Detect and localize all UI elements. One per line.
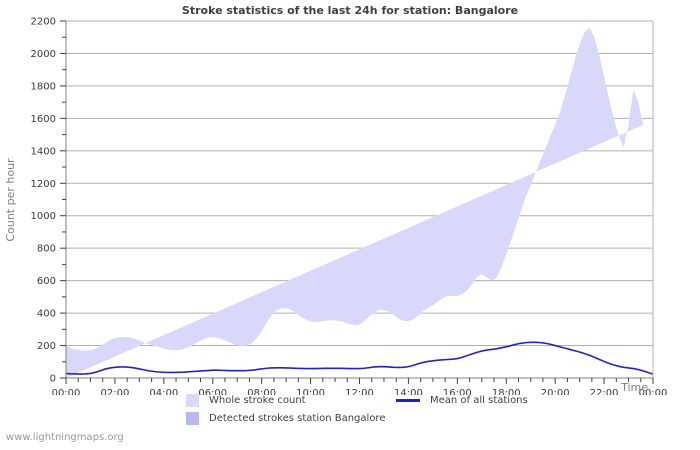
y-tick-label: 2000 — [31, 49, 56, 60]
y-tick-label: 200 — [37, 341, 56, 352]
legend-swatch-detected-strokes-station — [186, 411, 199, 425]
y-tick-label: 1200 — [31, 179, 56, 190]
series-line-0 — [65, 341, 654, 375]
x-tick-labels: 00:00 02:00 04:00 06:00 08:00 10:00 12:00 14:00… — [52, 388, 668, 395]
legend-label-mean-of-all-stations: Mean of all stations — [430, 394, 528, 406]
x-tick-label: 20:00 — [541, 388, 570, 395]
x-tick-label: 16:00 — [443, 388, 472, 395]
chart-plot-area: 0 200 400 600 800 1000 1200 1400 1600 1800 2000 220… — [4, 17, 668, 396]
x-tick-label: 18:00 — [492, 388, 521, 395]
series-area-0 — [66, 27, 644, 379]
chart-legend: Whole stroke count Detected strokes stat… — [0, 392, 700, 432]
legend-swatch-whole-stroke-count — [186, 393, 199, 407]
y-tick-label: 1400 — [31, 146, 56, 157]
series-lines — [65, 341, 654, 375]
legend-item-detected-strokes-station: Detected strokes station Bangalore — [186, 410, 385, 426]
y-tick-label: 2200 — [31, 17, 56, 28]
y-axis-label: Count per hour — [4, 158, 17, 242]
y-tick-label: 1800 — [31, 81, 56, 92]
x-tick-label: 00:00 — [639, 388, 668, 395]
y-tick-labels: 0 200 400 600 800 1000 1200 1400 1600 1800 2000 220… — [31, 17, 56, 385]
x-tick-label: 06:00 — [198, 388, 227, 395]
y-tick-label: 600 — [37, 276, 56, 287]
x-axis-label: Time — [620, 381, 648, 394]
y-tick-label: 800 — [37, 244, 56, 255]
legend-label-detected-strokes-station: Detected strokes station Bangalore — [209, 412, 386, 424]
chart-title: Stroke statistics of the last 24h for st… — [181, 4, 519, 17]
x-tick-label: 14:00 — [394, 388, 423, 395]
x-tick-label: 02:00 — [101, 388, 130, 395]
y-tick-label: 1000 — [31, 211, 56, 222]
legend-label-whole-stroke-count: Whole stroke count — [209, 394, 306, 406]
x-tick-label: 08:00 — [247, 388, 276, 395]
legend-item-whole-stroke-count: Whole stroke count — [186, 392, 306, 408]
watermark: www.lightningmaps.org — [6, 432, 124, 443]
x-tick-label: 12:00 — [345, 388, 374, 395]
y-tick-label: 1600 — [31, 114, 56, 125]
x-tick-label: 00:00 — [52, 388, 81, 395]
y-tick-label: 400 — [37, 309, 56, 320]
series-areas — [66, 27, 644, 379]
legend-item-mean-of-all-stations: Mean of all stations — [396, 392, 528, 408]
axes — [60, 20, 654, 384]
legend-line-mean-of-all-stations — [396, 398, 420, 402]
x-tick-label: 22:00 — [590, 388, 619, 395]
x-tick-label: 10:00 — [296, 388, 325, 395]
x-tick-label: 04:00 — [149, 388, 178, 395]
y-tick-label: 0 — [50, 374, 56, 385]
